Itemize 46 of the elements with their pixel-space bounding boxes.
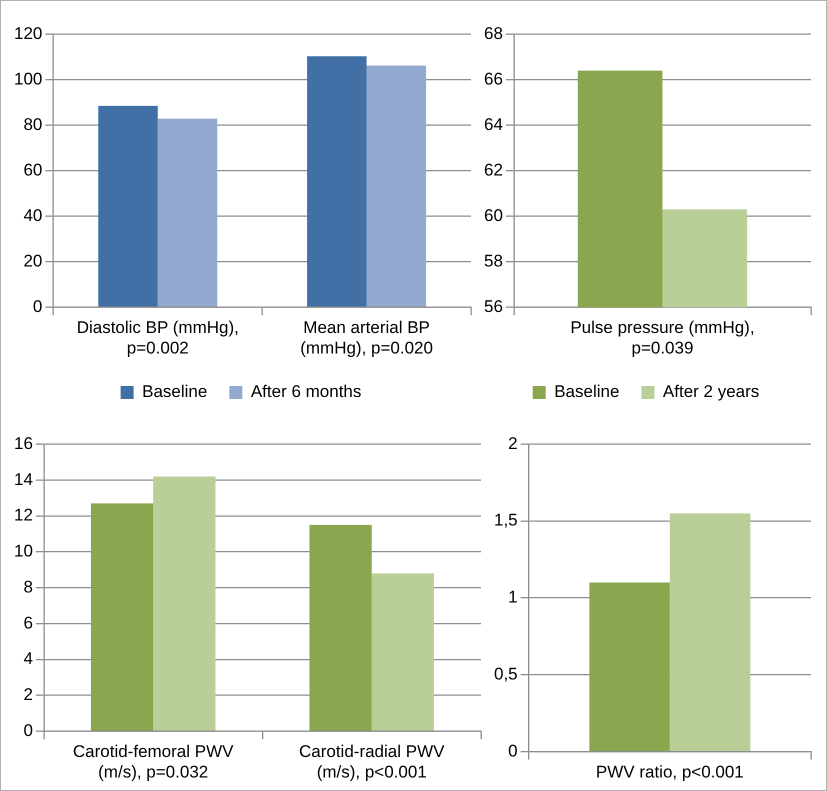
x-tick-label: Pulse pressure (mmHg), p=0.039	[570, 318, 755, 358]
y-tick-label: 68	[484, 24, 503, 43]
x-tick-label: Carotid-radial PWV (m/s), p<0.001	[298, 742, 446, 782]
bar	[366, 66, 426, 307]
y-tick-label: 2	[508, 434, 518, 453]
y-tick-label: 60	[484, 206, 503, 225]
legend-label: After 2 years	[662, 382, 760, 402]
y-tick-label: 56	[484, 296, 503, 316]
bar	[158, 118, 218, 307]
bar	[309, 524, 372, 731]
y-tick-label: 120	[14, 24, 42, 43]
y-tick-label: 62	[484, 160, 503, 180]
y-tick-label: 2	[23, 685, 33, 704]
legend-label: After 6 months	[250, 382, 362, 402]
y-tick-label: 0	[32, 296, 42, 316]
y-tick-label: 10	[14, 542, 33, 561]
x-tick-label: PWV ratio, p<0.001	[596, 762, 744, 782]
bar	[307, 56, 367, 307]
y-tick-label: 60	[23, 160, 42, 180]
y-tick-label: 66	[484, 69, 503, 88]
x-tick-label: Mean arterial BP (mmHg), p=0.020	[300, 318, 433, 358]
y-tick-label: 64	[484, 114, 503, 134]
legend-label: Baseline	[142, 382, 208, 402]
y-tick-label: 80	[23, 114, 42, 134]
x-tick-label: Carotid-femoral PWV (m/s), p=0.032	[72, 742, 234, 782]
bar	[98, 106, 158, 307]
y-tick-label: 16	[14, 434, 33, 453]
y-tick-label: 8	[23, 577, 33, 596]
y-tick-label: 58	[484, 251, 503, 270]
y-tick-label: 14	[14, 470, 33, 489]
y-tick-label: 0	[508, 741, 518, 760]
y-tick-label: 100	[14, 69, 42, 88]
y-tick-label: 6	[23, 613, 33, 632]
y-tick-label: 20	[23, 251, 42, 270]
legend-label: Baseline	[554, 382, 620, 402]
y-tick-label: 40	[23, 206, 42, 225]
y-tick-label: 1	[508, 588, 518, 607]
y-tick-label: 12	[14, 506, 33, 525]
bar	[90, 503, 154, 731]
y-tick-label: 1,5	[494, 510, 518, 530]
bar	[153, 476, 216, 731]
y-tick-label: 4	[23, 649, 33, 668]
y-tick-label: 0,5	[494, 664, 518, 684]
y-tick-label: 0	[23, 720, 33, 740]
x-tick-label: Diastolic BP (mmHg), p=0.002	[76, 318, 239, 358]
bar	[372, 573, 434, 731]
